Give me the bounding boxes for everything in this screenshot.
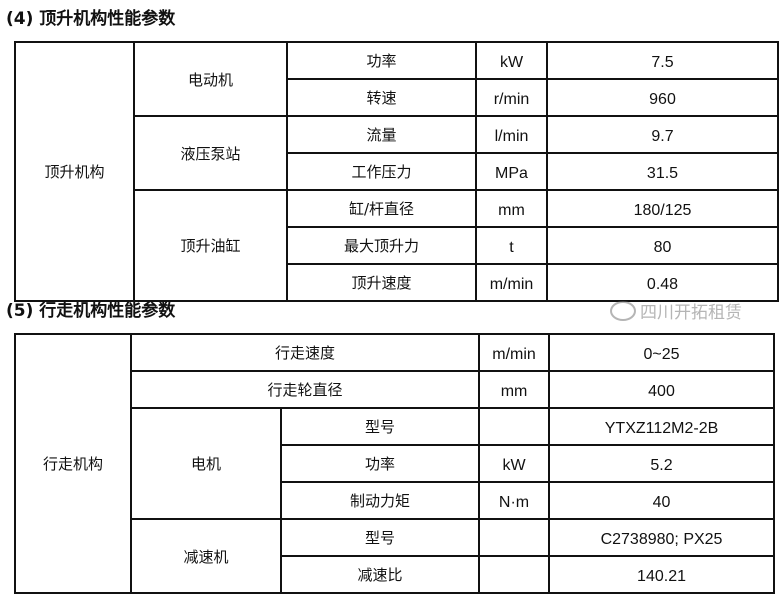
table-row: 制动力矩 N·m 40 <box>15 481 776 520</box>
value-cell: 140.21 <box>548 555 776 594</box>
value-cell: YTXZ112M2-2B <box>548 407 776 446</box>
param-cell: 功率 <box>279 444 481 483</box>
unit-cell: kW <box>478 444 551 483</box>
value-cell: 0~25 <box>548 333 776 372</box>
travel-mechanism-table: 行走机构 行走速度 m/min 0~25 行走轮直径 mm 400 电机 型号 … <box>14 333 776 594</box>
unit-cell: m/min <box>478 333 551 372</box>
table-row: 顶升机构 电动机 功率 kW 7.5 <box>14 41 779 302</box>
unit-cell: kW <box>475 41 548 80</box>
watermark: 四川开拓租赁 <box>610 298 742 323</box>
value-cell: C2738980; PX25 <box>548 518 776 557</box>
value-cell: 40 <box>548 481 776 520</box>
table-row: 行走机构 行走速度 m/min 0~25 <box>14 333 776 594</box>
value-cell: 7.5 <box>546 41 779 80</box>
value-cell: 960 <box>546 78 779 117</box>
table-row: 工作压力 MPa 31.5 <box>15 152 779 191</box>
unit-cell <box>478 555 551 594</box>
table-row: 电机 型号 YTXZ112M2-2B <box>15 407 776 520</box>
param-cell: 最大顶升力 <box>286 226 477 265</box>
table-row: 功率 kW 5.2 <box>15 444 776 483</box>
subgroup-cell: 顶升油缸 <box>133 189 288 302</box>
unit-cell: MPa <box>475 152 548 191</box>
section-4-title: (4) 顶升机构性能参数 <box>6 9 176 29</box>
unit-cell <box>478 518 551 557</box>
param-cell: 功率 <box>286 41 477 80</box>
unit-cell: mm <box>478 370 551 409</box>
subgroup-cell: 电机 <box>130 407 282 520</box>
unit-cell: mm <box>475 189 548 228</box>
param-cell: 顶升速度 <box>286 263 477 302</box>
unit-cell: t <box>475 226 548 265</box>
param-cell: 型号 <box>279 518 481 557</box>
value-cell: 80 <box>546 226 779 265</box>
table-row: 行走轮直径 mm 400 <box>15 370 776 409</box>
subgroup-cell: 电动机 <box>133 41 288 117</box>
section-5-title: (5) 行走机构性能参数 <box>6 301 176 321</box>
table-row: 减速机 型号 C2738980; PX25 <box>15 518 776 594</box>
subgroup-cell: 液压泵站 <box>133 115 288 191</box>
unit-cell: m/min <box>475 263 548 302</box>
value-cell: 0.48 <box>546 263 779 302</box>
table-row: 液压泵站 流量 l/min 9.7 <box>15 115 779 191</box>
group-cell: 顶升机构 <box>14 41 135 302</box>
param-cell: 行走速度 <box>129 333 481 372</box>
value-cell: 5.2 <box>548 444 776 483</box>
table-row: 最大顶升力 t 80 <box>15 226 779 265</box>
lifting-mechanism-table: 顶升机构 电动机 功率 kW 7.5 转速 r/min 960 液压泵站 流量 … <box>14 41 779 302</box>
unit-cell: r/min <box>475 78 548 117</box>
unit-cell <box>478 407 551 446</box>
param-cell: 工作压力 <box>286 152 477 191</box>
subgroup-cell: 减速机 <box>130 518 282 594</box>
table-row: 转速 r/min 960 <box>15 78 779 117</box>
table-row: 顶升油缸 缸/杆直径 mm 180/125 <box>15 189 779 302</box>
value-cell: 400 <box>548 370 776 409</box>
param-cell: 减速比 <box>279 555 481 594</box>
value-cell: 31.5 <box>546 152 779 191</box>
param-cell: 制动力矩 <box>279 481 481 520</box>
watermark-text: 四川开拓租赁 <box>640 303 742 323</box>
group-cell: 行走机构 <box>14 333 132 594</box>
param-cell: 型号 <box>279 407 481 446</box>
param-cell: 行走轮直径 <box>129 370 481 409</box>
param-cell: 流量 <box>286 115 477 154</box>
unit-cell: l/min <box>475 115 548 154</box>
wechat-icon <box>610 300 636 321</box>
value-cell: 9.7 <box>546 115 779 154</box>
unit-cell: N·m <box>478 481 551 520</box>
param-cell: 缸/杆直径 <box>286 189 477 228</box>
param-cell: 转速 <box>286 78 477 117</box>
table-row: 顶升速度 m/min 0.48 <box>15 263 779 302</box>
value-cell: 180/125 <box>546 189 779 228</box>
